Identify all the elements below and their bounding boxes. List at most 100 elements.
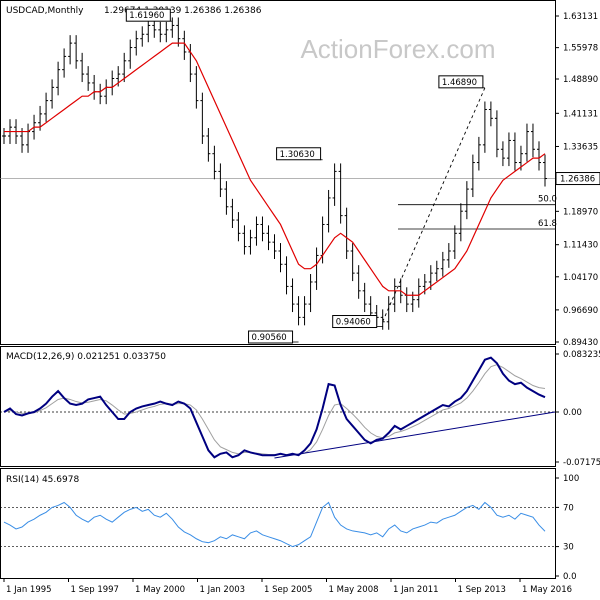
price-y-tick-label: 1.33635	[563, 142, 598, 152]
price-bar	[62, 48, 67, 78]
dashed-trend-line	[382, 87, 486, 322]
price-bar	[230, 198, 235, 229]
price-bar	[524, 123, 529, 162]
price-bar	[326, 189, 331, 233]
price-bar	[332, 163, 337, 206]
price-y-tick-label: 1.63131	[563, 12, 598, 22]
macd-y-tick-label: 0.00	[563, 408, 582, 418]
price-bar	[194, 66, 199, 109]
price-bar	[464, 181, 469, 220]
price-bar	[530, 123, 535, 158]
rsi-line	[3, 501, 546, 548]
x-tick-label: 1 May 2008	[329, 585, 379, 595]
price-bar	[74, 35, 79, 69]
price-bar	[242, 225, 247, 255]
price-bar	[128, 39, 133, 69]
price-bar	[488, 101, 493, 127]
price-bar	[236, 212, 241, 242]
price-bar	[50, 79, 55, 109]
x-tick-label: 1 May 2016	[522, 585, 572, 595]
macd-trendline	[274, 411, 556, 459]
price-bar	[164, 21, 169, 43]
price-bar	[356, 265, 361, 299]
rsi-panel-frame	[0, 468, 556, 579]
annotation-label: 0.94060	[336, 318, 371, 328]
price-bar	[272, 234, 277, 259]
rsi-plot	[0, 501, 555, 548]
rsi-title: RSI(14) 45.6978	[6, 475, 79, 485]
annotation-box	[125, 8, 171, 22]
price-bar	[536, 141, 541, 171]
price-plot: 50.0 61.8 1.61960 1.30630 1.46890 0.90560 0.94…	[0, 8, 557, 344]
price-bar	[416, 278, 421, 308]
annotation-label: 1.46890	[442, 78, 477, 88]
axes: 1.63131 1.55978 1.48890 1.41131 1.33635 1.263…	[3, 12, 600, 595]
rsi-y-tick-label: 70	[563, 503, 574, 513]
moving-average-line	[4, 42, 546, 296]
price-bar	[176, 17, 181, 47]
price-bar	[440, 251, 445, 277]
price-bar	[452, 225, 457, 259]
price-bar	[512, 132, 517, 171]
price-bar	[278, 243, 283, 273]
price-bar	[350, 243, 355, 282]
price-bar	[218, 163, 223, 198]
rsi-y-tick-label: 0.0	[563, 572, 577, 582]
watermark: ActionForex.com	[300, 34, 495, 64]
price-bar	[314, 247, 319, 290]
macd-plot	[0, 356, 556, 459]
last-price-box	[555, 172, 600, 186]
price-bar	[308, 274, 313, 313]
price-y-tick-label: 1.41131	[563, 109, 598, 119]
price-bar	[2, 128, 6, 144]
price-bar	[362, 282, 367, 313]
price-chart-title: USDCAD,Monthly	[6, 6, 84, 16]
price-y-tick-label: 0.89430	[563, 338, 598, 348]
price-bar	[470, 154, 475, 198]
x-tick-label: 1 Jan 1995	[6, 585, 52, 595]
annotation-box	[438, 75, 484, 89]
price-y-tick-label: 1.48890	[563, 75, 598, 85]
price-bar	[248, 229, 253, 255]
price-bar	[434, 260, 439, 282]
rsi-y-tick-label: 100	[563, 474, 579, 484]
x-tick-label: 1 Jan 2011	[393, 585, 439, 595]
price-y-tick-label: 1.04170	[563, 273, 598, 283]
price-y-tick-label: 1.55978	[563, 44, 598, 54]
x-tick-label: 1 Sep 2013	[458, 585, 506, 595]
fib-level-label: 61.8	[538, 219, 557, 229]
annotation-box	[248, 330, 294, 344]
price-bar	[302, 296, 307, 326]
annotation-label: 1.30630	[280, 150, 315, 160]
x-tick-label: 1 May 2000	[135, 585, 185, 595]
macd-line	[3, 356, 546, 459]
price-bar	[446, 243, 451, 268]
macd-title: MACD(12,26,9) 0.021251 0.033750	[6, 352, 166, 362]
price-bar	[500, 141, 505, 167]
price-bar	[224, 181, 229, 215]
annotation-box	[276, 147, 322, 161]
x-tick-label: 1 Sep 2005	[264, 585, 312, 595]
price-y-tick-label: 0.96690	[563, 306, 598, 316]
macd-y-tick-label: -0.071752	[563, 458, 600, 468]
price-bar	[44, 92, 49, 122]
price-bar	[543, 154, 547, 187]
ohlc-header: 1.29674 1.30139 1.26386 1.26386	[104, 6, 262, 16]
price-bar	[392, 278, 397, 313]
last-price-label: 1.26386	[560, 175, 595, 185]
price-bar	[200, 92, 205, 144]
price-bar	[56, 61, 61, 96]
x-tick-label: 1 Sep 1997	[71, 585, 119, 595]
price-bar	[482, 101, 487, 153]
fib-level-label: 50.0	[538, 195, 557, 205]
price-bar	[212, 145, 217, 180]
price-bar	[158, 21, 163, 43]
price-bar	[494, 110, 499, 158]
price-bar	[206, 128, 211, 162]
macd-y-tick-label: 0.083235	[563, 350, 600, 360]
price-y-tick-label: 1.18970	[563, 207, 598, 217]
annotation-box	[332, 315, 378, 329]
price-bar	[284, 256, 289, 295]
price-bar	[254, 216, 259, 246]
